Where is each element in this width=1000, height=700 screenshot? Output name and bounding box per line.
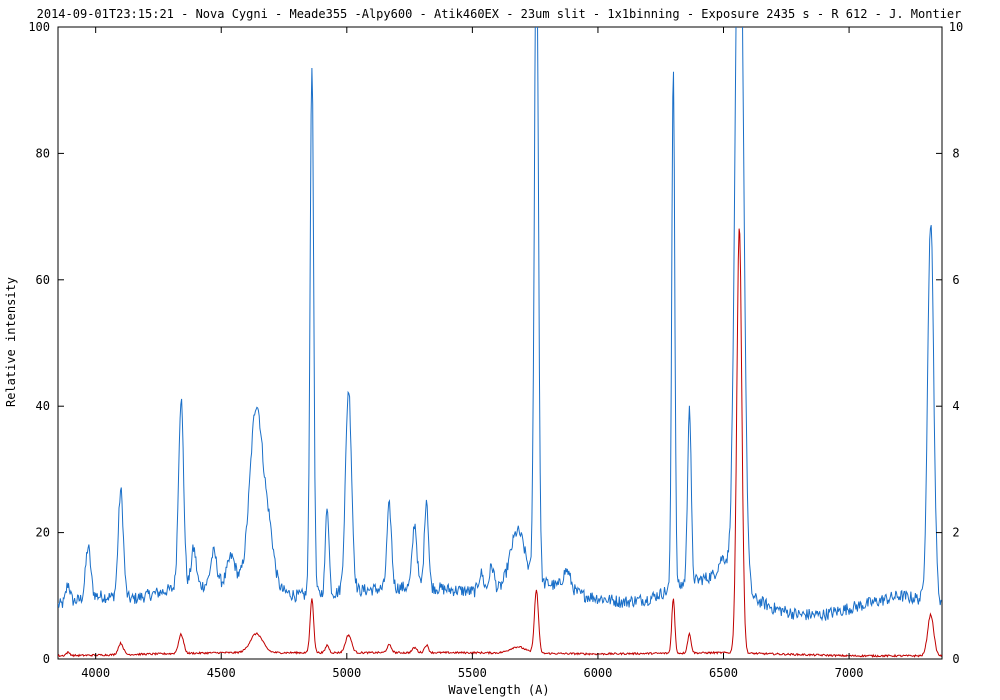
y2-tick-label: 6 — [952, 273, 959, 287]
x-axis-label: Wavelength (A) — [448, 683, 549, 697]
x-tick-label: 5500 — [458, 666, 487, 680]
plot-frame — [57, 26, 943, 660]
series-line-0 — [58, 27, 942, 622]
y2-tick-label: 10 — [949, 20, 963, 34]
x-tick-label: 4000 — [81, 666, 110, 680]
y2-tick-label: 2 — [952, 526, 959, 540]
y-tick-label: 20 — [36, 526, 50, 540]
plot-frame-rect — [57, 26, 943, 660]
y-tick-label: 40 — [36, 399, 50, 413]
x-tick-label: 7000 — [835, 666, 864, 680]
y-tick-label: 80 — [36, 146, 50, 160]
x-tick-label: 4500 — [207, 666, 236, 680]
x-tick-label: 6000 — [583, 666, 612, 680]
series-line-1 — [58, 228, 942, 658]
y-tick-label: 60 — [36, 273, 50, 287]
y-tick-label: 0 — [43, 652, 50, 666]
y-tick-label: 100 — [28, 20, 50, 34]
y-axis-ticks: 0 20 40 60 80 100 — [28, 20, 64, 666]
chart-title: 2014-09-01T23:15:21 - Nova Cygni - Meade… — [37, 7, 962, 21]
y2-tick-label: 4 — [952, 399, 959, 413]
y2-tick-label: 8 — [952, 146, 959, 160]
x-tick-label: 6500 — [709, 666, 738, 680]
y-axis-label: Relative intensity — [4, 277, 18, 407]
y2-axis-ticks: 0 2 4 6 8 10 — [936, 20, 963, 666]
series-group — [58, 27, 942, 658]
y2-tick-label: 0 — [952, 652, 959, 666]
x-axis-ticks: 4000 4500 5000 5500 6000 6500 7000 — [81, 27, 864, 680]
x-tick-label: 5000 — [332, 666, 361, 680]
